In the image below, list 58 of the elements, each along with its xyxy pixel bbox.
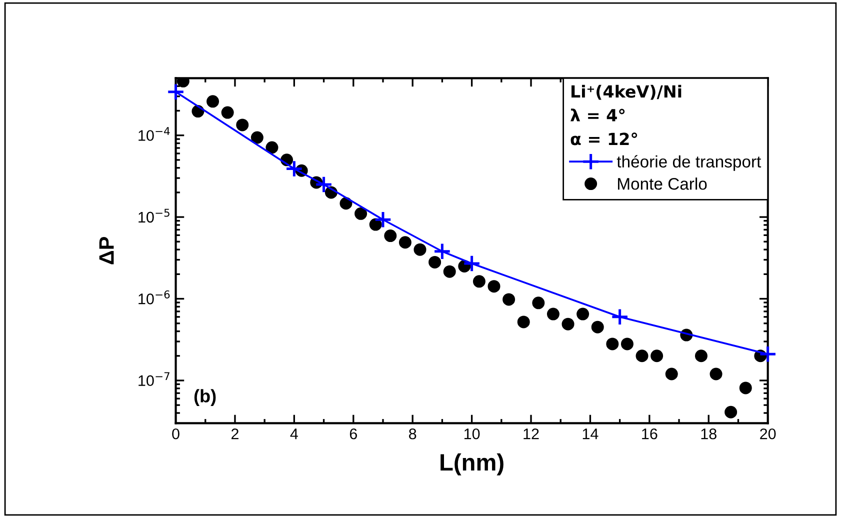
point — [546, 308, 560, 320]
point — [206, 95, 220, 108]
y-axis-title: ΔP — [99, 236, 114, 264]
point — [650, 350, 664, 362]
point — [314, 176, 333, 194]
x-tick-label: 2 — [231, 428, 238, 440]
point — [236, 118, 249, 132]
point — [266, 141, 278, 154]
point — [369, 218, 382, 231]
point — [374, 210, 392, 229]
x-tick-label: 6 — [350, 428, 357, 440]
x-tick-label: 16 — [642, 428, 658, 440]
point — [354, 207, 368, 220]
point — [488, 280, 500, 293]
point — [472, 275, 486, 288]
y-tick-label: 10$^{−5}$ — [138, 208, 170, 223]
point — [221, 106, 234, 119]
x-tick-label: 18 — [701, 428, 716, 440]
point — [694, 350, 708, 362]
point — [620, 338, 634, 350]
point — [462, 254, 481, 272]
x-tick-label: 10 — [464, 428, 480, 440]
x-axis-title: L(nm) — [440, 453, 504, 476]
point — [576, 308, 590, 320]
legend-label: Monte Carlo — [618, 178, 707, 190]
x-tick-label: 0 — [172, 428, 180, 440]
x-tick-label: 8 — [409, 428, 416, 440]
point — [428, 256, 442, 268]
point — [710, 368, 722, 380]
y-tick-label: 10$^{−4}$ — [138, 127, 170, 141]
x-tick-label: 20 — [760, 428, 776, 440]
x-tick-label: 12 — [524, 428, 539, 440]
point — [250, 131, 264, 144]
point — [285, 160, 304, 178]
x-tick-label: 4 — [290, 428, 298, 440]
point — [398, 236, 412, 249]
point — [724, 406, 738, 418]
point — [665, 368, 678, 380]
point — [636, 350, 648, 362]
point — [443, 265, 456, 278]
y-tick-label: 10$^{−7}$ — [138, 372, 170, 386]
point — [606, 338, 619, 350]
point — [591, 320, 604, 334]
point — [517, 316, 530, 328]
x-tick-label: 14 — [582, 428, 598, 440]
point — [610, 308, 629, 326]
point — [502, 293, 516, 306]
annotation: (b) — [194, 389, 216, 406]
point — [739, 382, 752, 394]
point — [414, 243, 426, 256]
y-tick-label: 10$^{−6}$ — [138, 290, 170, 304]
point — [532, 296, 545, 310]
point — [433, 242, 452, 260]
legend-label: théorie de transport — [616, 155, 762, 171]
point — [166, 83, 185, 101]
point — [758, 345, 777, 364]
point — [384, 230, 397, 242]
point — [562, 318, 574, 330]
